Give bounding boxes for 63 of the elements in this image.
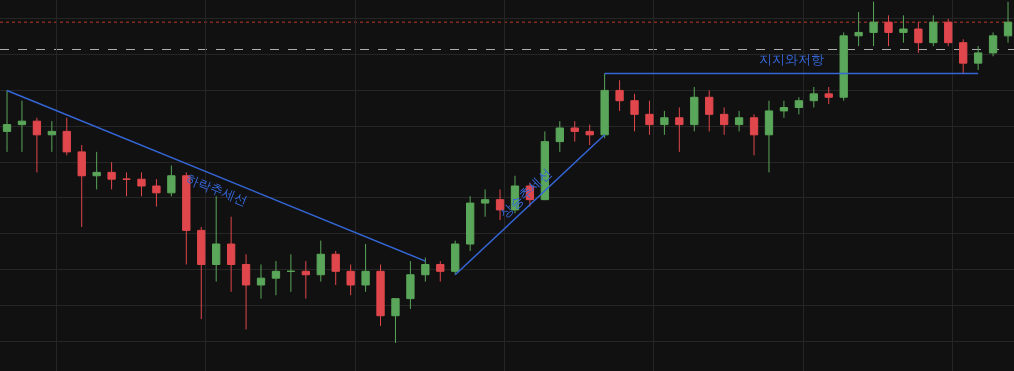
candlestick [854,11,863,47]
candlestick [690,86,699,132]
candlestick [331,250,340,286]
candlestick [480,188,490,218]
candlestick [92,151,101,190]
candlestick [241,253,251,330]
candlestick [226,216,236,293]
candlestick [749,113,759,156]
candlestick [959,38,968,74]
candlestick [973,45,983,71]
candlestick [47,120,56,153]
candlestick [152,178,161,207]
candlestick [600,72,609,139]
candlestick [421,257,430,283]
candlestick [809,86,818,109]
candlestick [122,171,131,197]
candlestick [988,31,998,57]
candlestick [316,240,325,283]
candlestick [197,226,206,320]
candlestick [391,298,400,344]
candlestick [779,100,789,119]
candlestick [466,195,475,252]
candlestick [944,18,953,47]
candlestick [615,79,624,112]
candlestick [794,96,804,115]
candlestick [660,110,669,136]
candlestick [301,260,310,300]
candlestick [32,117,42,173]
candlestick [256,264,266,300]
candlestick [929,14,938,47]
candlestick [555,120,564,153]
candlestick [585,124,594,146]
candlestick [764,100,774,173]
candlestick [271,260,281,296]
candlestick [899,14,908,44]
candlestick [436,260,445,283]
candlestick [705,89,714,132]
candlestick [77,144,86,228]
candlestick [346,264,355,296]
candlestick [451,240,460,276]
candlestick [137,171,146,197]
candlestick [286,253,296,293]
candlestick [914,21,923,54]
candlestick [869,1,878,47]
candlestick [376,264,385,327]
candlestick [884,14,893,47]
candlestick [107,161,116,190]
candlestick [734,110,744,132]
candlestick [62,117,71,156]
candlestick [675,107,684,153]
candlestick [570,120,579,143]
candlestick [167,165,176,197]
candlestick [824,86,833,105]
candlestick [645,100,654,136]
annotation: 지지와저항 [759,52,824,67]
candlestick [2,89,12,153]
candlestick [361,243,370,293]
candlestick [17,100,27,153]
candlestick [839,31,848,102]
candlestick [630,93,639,132]
candlestick [720,107,729,136]
candlestick [1003,1,1013,44]
candlestick [406,260,415,310]
